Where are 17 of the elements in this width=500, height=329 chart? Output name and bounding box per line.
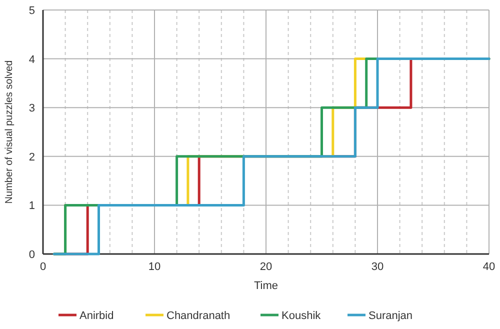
x-tick-label: 10 (148, 261, 161, 273)
legend-label: Anirbid (80, 310, 114, 322)
y-tick-label: 0 (28, 249, 35, 261)
y-tick-label: 5 (28, 5, 35, 17)
legend-label: Koushik (282, 310, 322, 322)
y-axis-title: Number of visual puzzles solved (4, 60, 15, 204)
x-tick-label: 0 (40, 261, 46, 273)
y-tick-label: 2 (28, 151, 35, 164)
y-tick-label: 3 (28, 102, 35, 115)
legend-label: Suranjan (368, 310, 413, 322)
legend-label: Chandranath (166, 310, 230, 322)
x-tick-label: 30 (371, 261, 384, 273)
x-tick-label: 20 (260, 261, 272, 273)
y-tick-label: 4 (28, 54, 35, 66)
y-tick-label: 1 (28, 200, 35, 212)
x-tick-label: 40 (482, 261, 496, 273)
x-axis-title: Time (254, 280, 278, 292)
